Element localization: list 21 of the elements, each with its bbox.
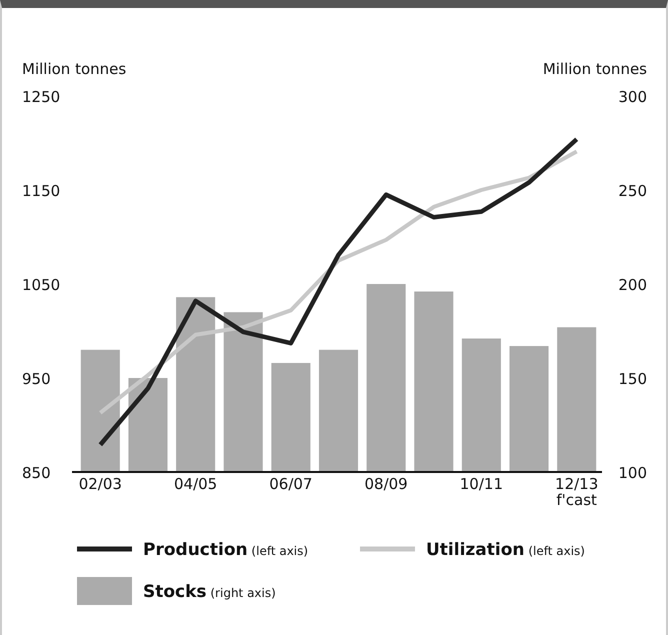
legend-label: Production (left axis)	[143, 540, 308, 560]
y2-tick-label: 300	[618, 88, 647, 106]
y2-tick-label: 250	[618, 182, 647, 200]
y2-tick-label: 100	[618, 464, 647, 482]
y-axis-title: Million tonnes	[22, 60, 126, 78]
x-tick-label: 02/03	[78, 475, 122, 493]
x-tick-label: 08/09	[364, 475, 408, 493]
y2-tick-label: 200	[618, 276, 647, 294]
y2-axis-title: Million tonnes	[542, 60, 648, 78]
x-tick-label: 04/05	[174, 475, 218, 493]
y-tick-label: 1250	[22, 88, 60, 106]
y-tick-label: 1150	[22, 182, 60, 200]
y-tick-label: 1050	[22, 276, 60, 294]
y-tick-label: 850	[22, 464, 51, 482]
legend-label: Utilization (left axis)	[426, 540, 585, 560]
y2-tick-label: 150	[618, 370, 647, 388]
x-tick-label: 12/13 f'cast	[555, 475, 598, 509]
x-tick-label: 06/07	[269, 475, 312, 493]
x-tick-label: 10/11	[460, 475, 504, 493]
legend-label: Stocks (right axis)	[143, 582, 276, 602]
y-tick-label: 950	[22, 370, 51, 388]
